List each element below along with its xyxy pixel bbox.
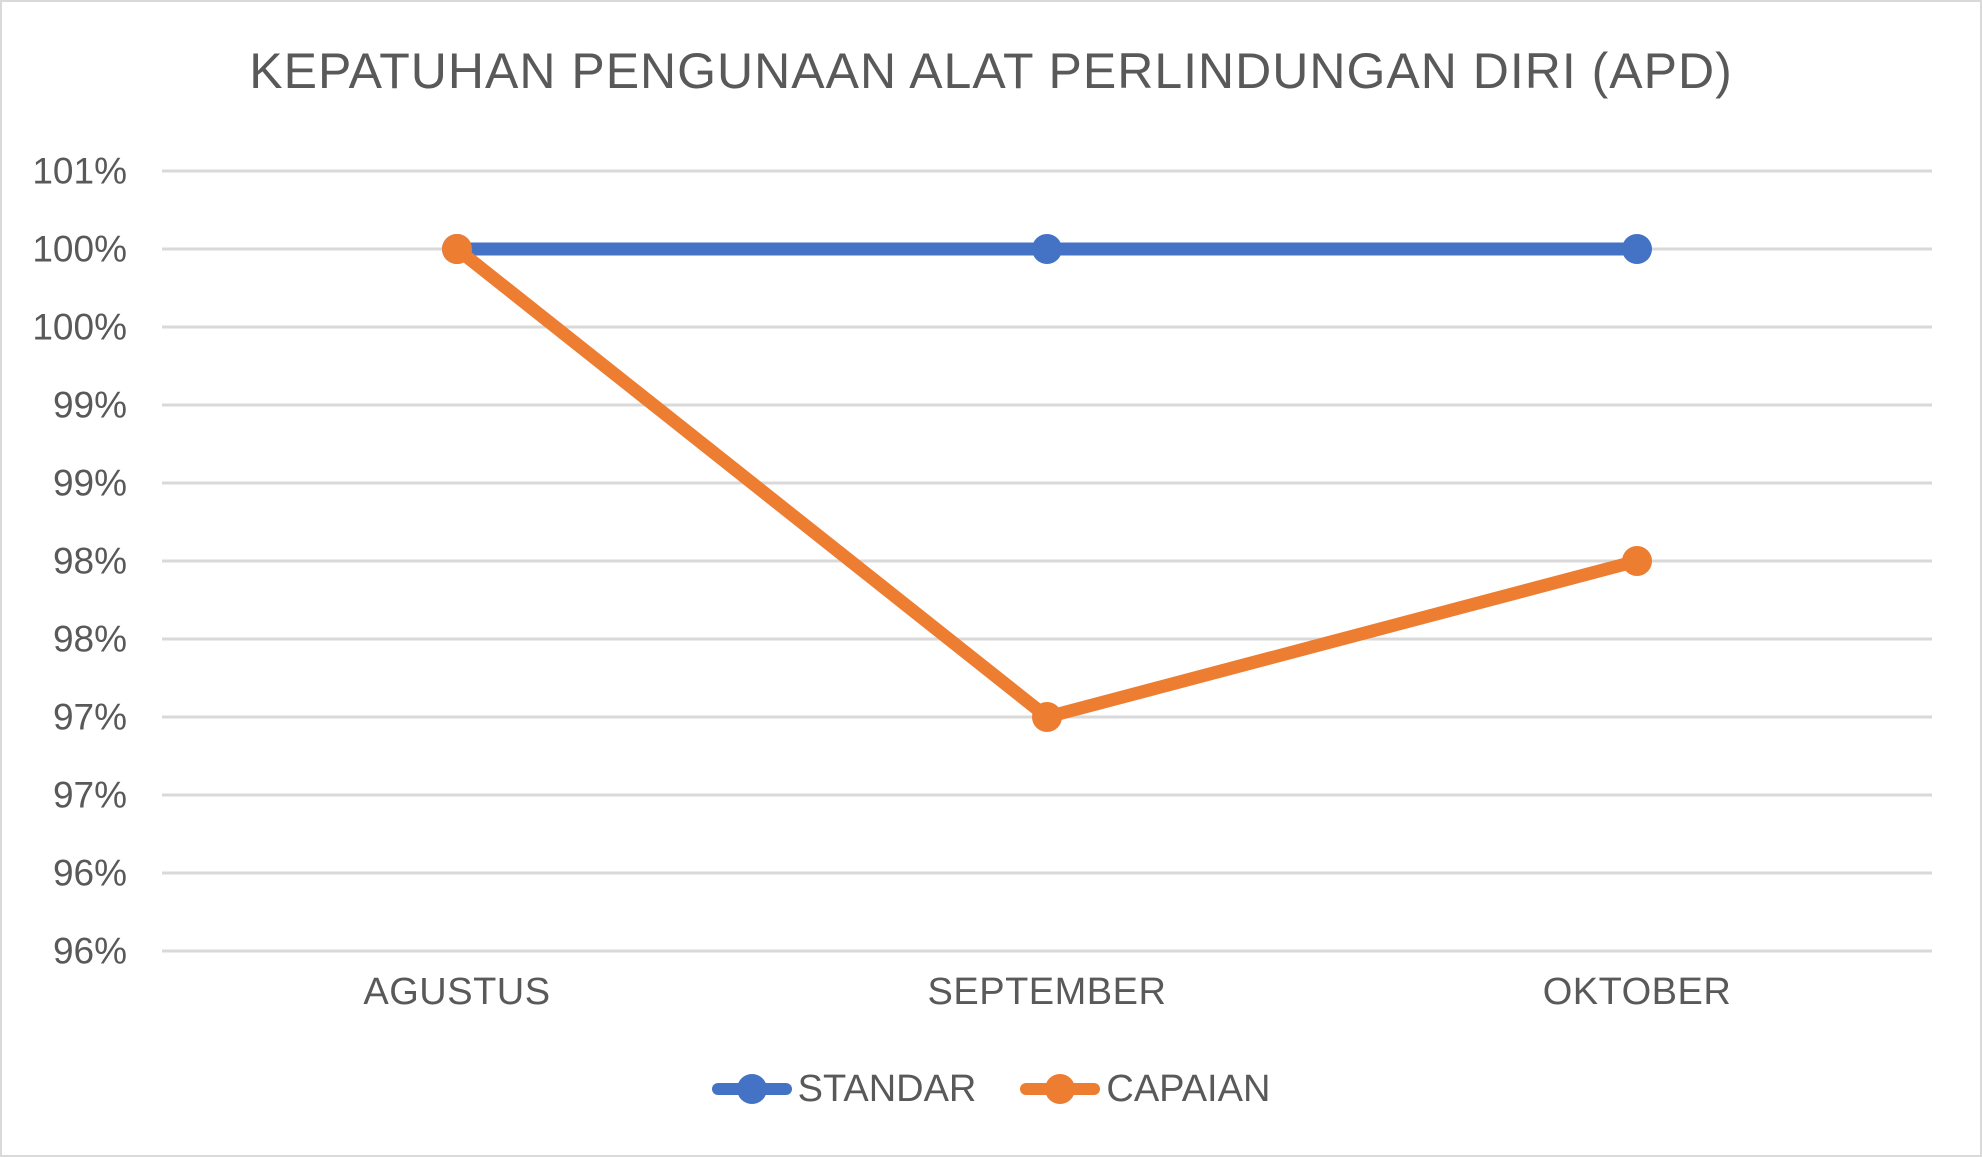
x-category-label: OKTOBER	[1543, 971, 1732, 1013]
series-marker-standar	[1032, 234, 1062, 264]
x-category-label: SEPTEMBER	[928, 971, 1167, 1013]
y-tick-label: 96%	[53, 853, 127, 894]
series-marker-standar	[1622, 234, 1652, 264]
chart-title: KEPATUHAN PENGUNAAN ALAT PERLINDUNGAN DI…	[249, 43, 1733, 99]
legend-item-standar: STANDAR	[711, 1067, 977, 1111]
y-tick-label: 100%	[32, 229, 127, 270]
legend: STANDAR CAPAIAN	[2, 1057, 1980, 1121]
legend-label: CAPAIAN	[1106, 1067, 1271, 1110]
y-tick-label: 96%	[53, 931, 127, 972]
y-tick-label: 97%	[53, 775, 127, 816]
series-marker-capaian	[442, 234, 472, 264]
x-category-label: AGUSTUS	[363, 971, 550, 1013]
y-tick-label: 98%	[53, 619, 127, 660]
legend-label: STANDAR	[797, 1067, 977, 1110]
legend-line-marker-icon	[1020, 1073, 1101, 1105]
series-marker-capaian	[1622, 546, 1652, 576]
y-tick-label: 99%	[53, 463, 127, 504]
series-marker-capaian	[1032, 702, 1062, 732]
legend-line-marker-icon	[711, 1073, 792, 1105]
legend-item-capaian: CAPAIAN	[1020, 1068, 1270, 1111]
y-tick-label: 97%	[53, 697, 127, 738]
y-tick-label: 99%	[53, 385, 127, 426]
y-tick-label: 101%	[32, 151, 127, 192]
y-tick-label: 98%	[53, 541, 127, 582]
y-tick-label: 100%	[32, 307, 127, 348]
